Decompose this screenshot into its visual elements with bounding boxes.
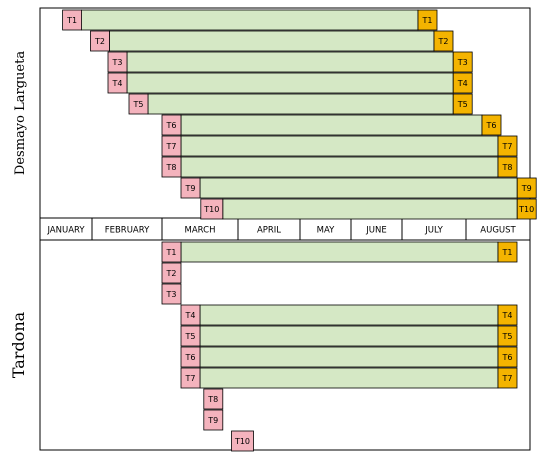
end-marker-g0-t7 bbox=[497, 135, 518, 157]
start-marker-g0-t2 bbox=[90, 30, 110, 52]
end-marker-g0-t10 bbox=[516, 198, 537, 220]
start-marker-g1-t9 bbox=[203, 409, 224, 431]
end-label-g0-t8: T8 bbox=[502, 163, 513, 172]
end-marker-g1-t1 bbox=[497, 241, 518, 263]
end-label-g0-t1: T1 bbox=[422, 16, 433, 25]
start-label-g1-t2: T2 bbox=[166, 269, 177, 278]
span-bar-g0-t7 bbox=[180, 135, 499, 157]
start-marker-g1-t1 bbox=[161, 241, 182, 263]
start-label-g0-t7: T7 bbox=[166, 142, 177, 151]
month-label-april: APRIL bbox=[257, 226, 281, 236]
start-marker-g1-t4 bbox=[180, 304, 201, 326]
span-bar-g1-t6 bbox=[199, 346, 499, 368]
span-bar-g1-t5 bbox=[199, 325, 499, 347]
start-marker-g0-t9 bbox=[180, 177, 201, 199]
start-marker-g1-t10 bbox=[231, 430, 254, 452]
start-label-g1-t3: T3 bbox=[166, 290, 177, 299]
end-marker-g0-t3 bbox=[452, 51, 473, 73]
month-label-january: JANUARY bbox=[46, 226, 85, 236]
end-label-g0-t5: T5 bbox=[457, 100, 468, 109]
start-marker-g0-t10 bbox=[200, 198, 224, 220]
start-marker-g0-t4 bbox=[107, 72, 128, 94]
span-bar-g0-t4 bbox=[126, 72, 454, 94]
start-label-g1-t6: T6 bbox=[185, 353, 196, 362]
end-marker-g1-t4 bbox=[497, 304, 518, 326]
end-label-g0-t9: T9 bbox=[521, 184, 532, 193]
span-bar-g0-t2 bbox=[109, 30, 435, 52]
month-axis: JANUARY FEBRUARY MARCH APRIL MAY JUNE JULY AUGU… bbox=[39, 217, 531, 241]
start-label-g1-t4: T4 bbox=[185, 311, 196, 320]
end-marker-g0-t5 bbox=[452, 93, 473, 115]
start-label-g1-t8: T8 bbox=[207, 395, 218, 404]
start-label-g0-t6: T6 bbox=[166, 121, 177, 130]
start-label-g1-t9: T9 bbox=[207, 416, 218, 425]
start-label-g1-t10: T10 bbox=[234, 437, 250, 446]
month-label-august: AUGUST bbox=[480, 226, 516, 236]
start-label-g1-t1: T1 bbox=[166, 248, 177, 257]
span-bar-g1-t4 bbox=[199, 304, 499, 326]
start-label-g1-t7: T7 bbox=[185, 374, 196, 383]
span-bar-g1-t7 bbox=[199, 367, 499, 389]
start-marker-g1-t8 bbox=[203, 388, 224, 410]
end-label-g0-t7: T7 bbox=[502, 142, 513, 151]
month-label-june: JUNE bbox=[365, 226, 386, 236]
end-marker-g0-t9 bbox=[516, 177, 537, 199]
end-label-g0-t6: T6 bbox=[486, 121, 497, 130]
end-label-g1-t5: T5 bbox=[502, 332, 513, 341]
span-bar-g0-t9 bbox=[199, 177, 518, 199]
end-label-g1-t4: T4 bbox=[502, 311, 513, 320]
end-label-g1-t1: T1 bbox=[502, 248, 513, 257]
end-marker-g0-t6 bbox=[481, 114, 502, 136]
month-label-may: MAY bbox=[317, 226, 335, 236]
month-label-march: MARCH bbox=[185, 226, 216, 236]
start-label-g1-t5: T5 bbox=[185, 332, 196, 341]
span-bar-g0-t1 bbox=[81, 9, 419, 31]
span-bar-g1-t1 bbox=[180, 241, 499, 263]
end-marker-g0-t4 bbox=[452, 72, 473, 94]
month-label-july: JULY bbox=[424, 226, 443, 236]
start-marker-g0-t8 bbox=[161, 156, 182, 178]
span-bar-g0-t5 bbox=[147, 93, 454, 115]
start-marker-g0-t3 bbox=[107, 51, 128, 73]
start-marker-g0-t6 bbox=[161, 114, 182, 136]
group-label-tardona: Tardona bbox=[9, 311, 28, 378]
span-bar-g0-t10 bbox=[222, 198, 518, 220]
end-marker-g1-t7 bbox=[497, 367, 518, 389]
month-label-february: FEBRUARY bbox=[105, 226, 150, 236]
span-bar-g0-t8 bbox=[180, 156, 499, 178]
end-label-g1-t6: T6 bbox=[502, 353, 513, 362]
end-label-g1-t7: T7 bbox=[502, 374, 513, 383]
start-label-g0-t8: T8 bbox=[166, 163, 177, 172]
span-bar-g0-t3 bbox=[126, 51, 454, 73]
end-marker-g0-t8 bbox=[497, 156, 518, 178]
start-marker-g1-t5 bbox=[180, 325, 201, 347]
end-label-g0-t3: T3 bbox=[457, 58, 468, 67]
end-marker-g1-t5 bbox=[497, 325, 518, 347]
start-marker-g1-t2 bbox=[161, 262, 182, 284]
start-marker-g1-t3 bbox=[161, 283, 182, 305]
start-marker-g0-t5 bbox=[128, 93, 149, 115]
end-marker-g0-t2 bbox=[433, 30, 454, 52]
start-label-g0-t10: T10 bbox=[203, 205, 219, 214]
end-label-g0-t4: T4 bbox=[457, 79, 468, 88]
start-marker-g1-t7 bbox=[180, 367, 201, 389]
start-label-g0-t3: T3 bbox=[112, 58, 123, 67]
start-marker-g1-t6 bbox=[180, 346, 201, 368]
start-label-g0-t4: T4 bbox=[112, 79, 123, 88]
span-bar-g0-t6 bbox=[180, 114, 483, 136]
start-marker-g0-t1 bbox=[62, 9, 82, 31]
group-label-desmayo-largueta: Desmayo Largueta bbox=[13, 51, 28, 175]
group-desmayo-largueta-tasks: T1 T1 T2 T2 T3 T3 T4 T4 T5 T5 T6 T6 T7 T7 T8 T8 T9 T9 T10 T… bbox=[62, 9, 537, 220]
start-label-g0-t1: T1 bbox=[66, 16, 77, 25]
end-label-g0-t2: T2 bbox=[438, 37, 449, 46]
start-marker-g0-t7 bbox=[161, 135, 182, 157]
end-marker-g0-t1 bbox=[417, 9, 438, 31]
end-marker-g1-t6 bbox=[497, 346, 518, 368]
start-label-g0-t9: T9 bbox=[185, 184, 196, 193]
group-tardona-tasks: T1 T1 T2 T3 T4 T4 T5 T5 T6 T6 T7 T7 T8 T9 T10 bbox=[161, 241, 518, 452]
end-label-g0-t10: T10 bbox=[518, 205, 534, 214]
start-label-g0-t5: T5 bbox=[133, 100, 144, 109]
start-label-g0-t2: T2 bbox=[94, 37, 105, 46]
